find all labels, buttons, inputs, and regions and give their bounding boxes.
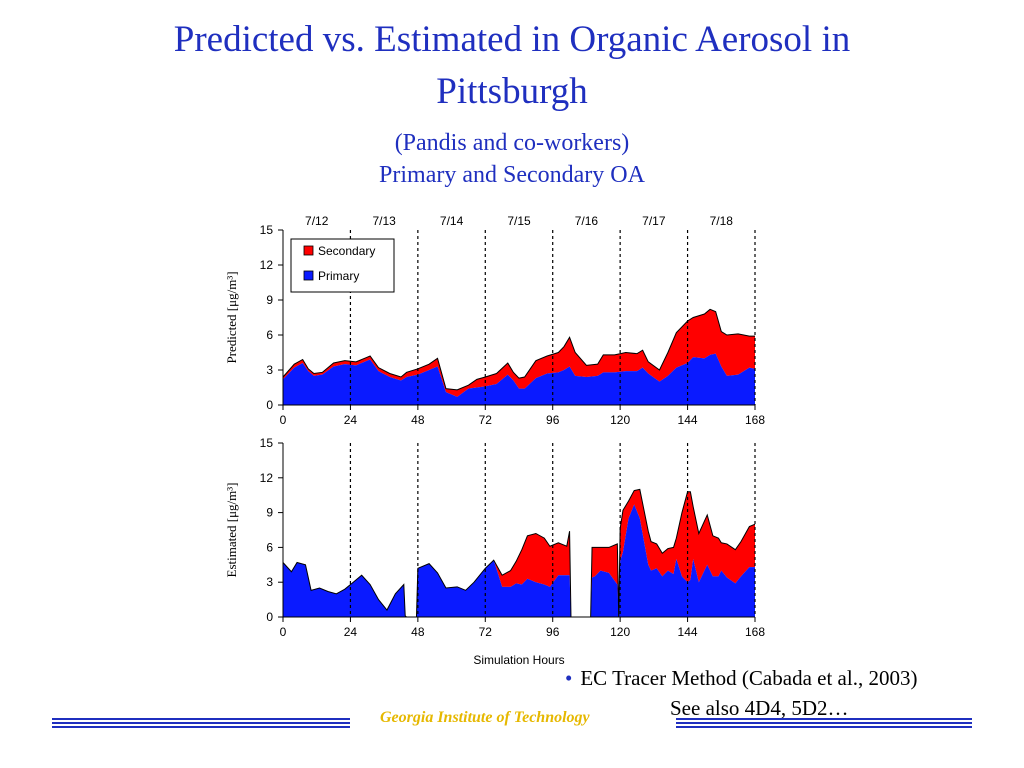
legend-swatch-primary (303, 270, 314, 281)
y-tick-label-p1: 6 (266, 328, 273, 342)
legend-label-secondary: Secondary (318, 244, 375, 258)
x-tick-label-p2: 168 (745, 625, 765, 639)
y-tick-label-p1: 3 (266, 363, 273, 377)
area-primary-p1 (283, 353, 755, 405)
date-label: 7/14 (440, 214, 464, 228)
slide-subtitle-authors: (Pandis and co-workers) (394, 130, 630, 156)
footer-rule-right-2 (676, 722, 972, 724)
slide-title-line2: Pittsburgh (436, 71, 588, 112)
x-tick-label-p1: 24 (344, 413, 358, 427)
y-tick-label-p2: 12 (260, 471, 274, 485)
y-axis-label-p2: Estimated [μg/m³] (224, 483, 239, 578)
footer-rule-left-3 (52, 726, 350, 728)
date-label: 7/17 (642, 214, 666, 228)
y-tick-label-p2: 0 (266, 610, 273, 624)
bullet-dot: • (565, 666, 573, 690)
legend-swatch-secondary (303, 245, 314, 256)
slide-title-line1: Predicted vs. Estimated in Organic Aeros… (173, 19, 851, 60)
area-primary-p2 (283, 504, 755, 617)
footer-rule-right-3 (676, 726, 972, 728)
date-label: 7/18 (710, 214, 734, 228)
footer-rule-right-1 (676, 718, 972, 720)
x-tick-label-p2: 0 (280, 625, 287, 639)
date-label: 7/15 (507, 214, 531, 228)
x-tick-label-p2: 72 (479, 625, 493, 639)
x-tick-label-p1: 168 (745, 413, 765, 427)
bullet-method-text: EC Tracer Method (Cabada et al., 2003) (580, 666, 918, 690)
y-tick-label-p1: 12 (260, 258, 274, 272)
x-tick-label-p2: 24 (344, 625, 358, 639)
footer-institution: Georgia Institute of Technology (380, 709, 590, 726)
date-label: 7/16 (575, 214, 599, 228)
area-secondary-p2 (283, 489, 755, 617)
y-tick-label-p2: 15 (260, 436, 274, 450)
series-outline-p2 (282, 488, 756, 618)
x-tick-label-p2: 96 (546, 625, 560, 639)
date-label: 7/12 (305, 214, 329, 228)
y-tick-label-p1: 9 (266, 293, 273, 307)
y-tick-label-p1: 0 (266, 398, 273, 412)
slide-subtitle-topic: Primary and Secondary OA (379, 162, 645, 188)
date-label: 7/13 (372, 214, 396, 228)
y-tick-label-p2: 3 (266, 575, 273, 589)
y-tick-label-p2: 9 (266, 506, 273, 520)
x-tick-label-p2: 120 (610, 625, 630, 639)
footer-rule-left-2 (52, 722, 350, 724)
bullet-see-also: See also 4D4, 5D2… (670, 696, 849, 720)
area-secondary-p1 (283, 309, 755, 397)
x-tick-label-p1: 96 (546, 413, 560, 427)
x-tick-label-p1: 48 (411, 413, 425, 427)
y-tick-label-p1: 15 (260, 223, 274, 237)
legend-label-primary: Primary (318, 269, 359, 283)
x-tick-label-p1: 144 (678, 413, 698, 427)
y-tick-label-p2: 6 (266, 540, 273, 554)
x-tick-label-p1: 72 (479, 413, 493, 427)
x-axis-label: Simulation Hours (473, 653, 564, 667)
x-tick-label-p1: 120 (610, 413, 630, 427)
x-tick-label-p1: 0 (280, 413, 287, 427)
x-tick-label-p2: 48 (411, 625, 425, 639)
x-tick-label-p2: 144 (678, 625, 698, 639)
y-axis-label-p1: Predicted [μg/m³] (224, 271, 239, 363)
bullet-method: • EC Tracer Method (Cabada et al., 2003) (565, 666, 917, 691)
footer-rule-left-1 (52, 718, 350, 720)
